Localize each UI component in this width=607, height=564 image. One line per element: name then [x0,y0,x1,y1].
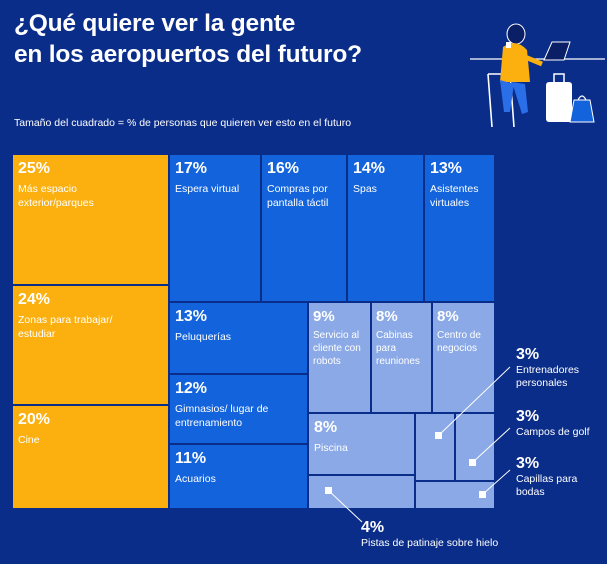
cell-espera-virtual-label: Espera virtual [175,183,240,195]
cell-zonas-trabajar-label: Zonas para trabajar/ estudiar [18,314,113,340]
cell-acuarios-pct: 11% [175,450,207,467]
cell-piscina: 8% Piscina [308,413,415,475]
cell-centro-negocios-label: Centro de negocios [437,330,481,354]
marker-pistas-patinaje [325,487,332,494]
cell-gimnasios-pct: 12% [175,380,208,397]
cell-entrenadores [415,413,455,481]
callout-capillas-bodas-pct: 3% [516,455,540,472]
cell-asistentes-virtuales: 13% Asistentes virtuales [424,154,495,302]
cell-acuarios: 11% Acuarios [169,444,308,509]
cell-exterior-parques-label: Más espacio exterior/parques [18,183,94,209]
callout-campos-golf-pct: 3% [516,408,540,425]
callout-entrenadores: 3% Entrenadores personales [516,346,596,390]
callout-pistas-patinaje-label: Pistas de patinaje sobre hielo [361,537,499,549]
chart-title: ¿Qué quiere ver la gente en los aeropuer… [14,8,362,70]
traveler-illustration-icon [470,23,605,128]
leader-line-entrenadores [438,366,511,436]
cell-servicio-robots-label: Servicio al cliente con robots [313,330,361,367]
cell-spas-label: Spas [353,183,377,195]
cell-spas-pct: 14% [353,160,386,177]
title-line-1: ¿Qué quiere ver la gente [14,10,296,37]
cell-gimnasios-label: Gimnasios/ lugar de entrenamiento [175,403,269,429]
callout-campos-golf-label: Campos de golf [516,426,590,438]
callout-campos-golf: 3% Campos de golf [516,408,590,439]
callout-capillas-bodas: 3% Capillas para bodas [516,455,586,499]
marker-entrenadores [435,432,442,439]
leader-line-pistas-patinaje [328,490,363,523]
marker-campos-golf [469,459,476,466]
cell-compras-pantalla: 16% Compras por pantalla táctil [261,154,347,302]
cell-espera-virtual-pct: 17% [175,160,208,177]
cell-cine: 20% Cine [12,405,169,509]
cell-spas: 14% Spas [347,154,424,302]
cell-zonas-trabajar-pct: 24% [18,291,51,308]
cell-zonas-trabajar: 24% Zonas para trabajar/ estudiar [12,285,169,405]
cell-servicio-robots: 9% Servicio al cliente con robots [308,302,371,413]
cell-peluquerias-pct: 13% [175,308,208,325]
cell-asistentes-virtuales-pct: 13% [430,160,463,177]
cell-espera-virtual: 17% Espera virtual [169,154,261,302]
cell-piscina-label: Piscina [314,442,348,454]
cell-cabinas-reuniones-label: Cabinas para reuniones [376,330,420,367]
cell-asistentes-virtuales-label: Asistentes virtuales [430,183,479,209]
callout-pistas-patinaje-pct: 4% [361,519,385,536]
marker-capillas-bodas [479,491,486,498]
cell-cabinas-reuniones-pct: 8% [376,308,398,325]
cell-acuarios-label: Acuarios [175,473,216,485]
callout-capillas-bodas-label: Capillas para bodas [516,473,578,498]
cell-cine-label: Cine [18,434,40,446]
cell-peluquerias-label: Peluquerías [175,331,232,343]
cell-exterior-parques-pct: 25% [18,160,51,177]
callout-entrenadores-label: Entrenadores personales [516,364,580,389]
leader-line-capillas-bodas [482,469,511,495]
leader-line-campos-golf [472,427,511,463]
callout-entrenadores-pct: 3% [516,346,540,363]
cell-compras-pantalla-label: Compras por pantalla táctil [267,183,329,209]
cell-centro-negocios-pct: 8% [437,308,459,325]
cell-campos-golf [455,413,495,481]
callout-pistas-patinaje: 4% Pistas de patinaje sobre hielo [361,519,498,550]
title-line-2: en los aeropuertos del futuro? [14,41,362,68]
cell-piscina-pct: 8% [314,419,338,436]
cell-exterior-parques: 25% Más espacio exterior/parques [12,154,169,285]
cell-centro-negocios: 8% Centro de negocios [432,302,495,413]
cell-compras-pantalla-pct: 16% [267,160,300,177]
cell-servicio-robots-pct: 9% [313,308,335,325]
cell-gimnasios: 12% Gimnasios/ lugar de entrenamiento [169,374,308,444]
cell-peluquerias: 13% Peluquerías [169,302,308,374]
cell-cabinas-reuniones: 8% Cabinas para reuniones [371,302,432,413]
chart-subtitle: Tamaño del cuadrado = % de personas que … [14,117,352,129]
cell-cine-pct: 20% [18,411,51,428]
